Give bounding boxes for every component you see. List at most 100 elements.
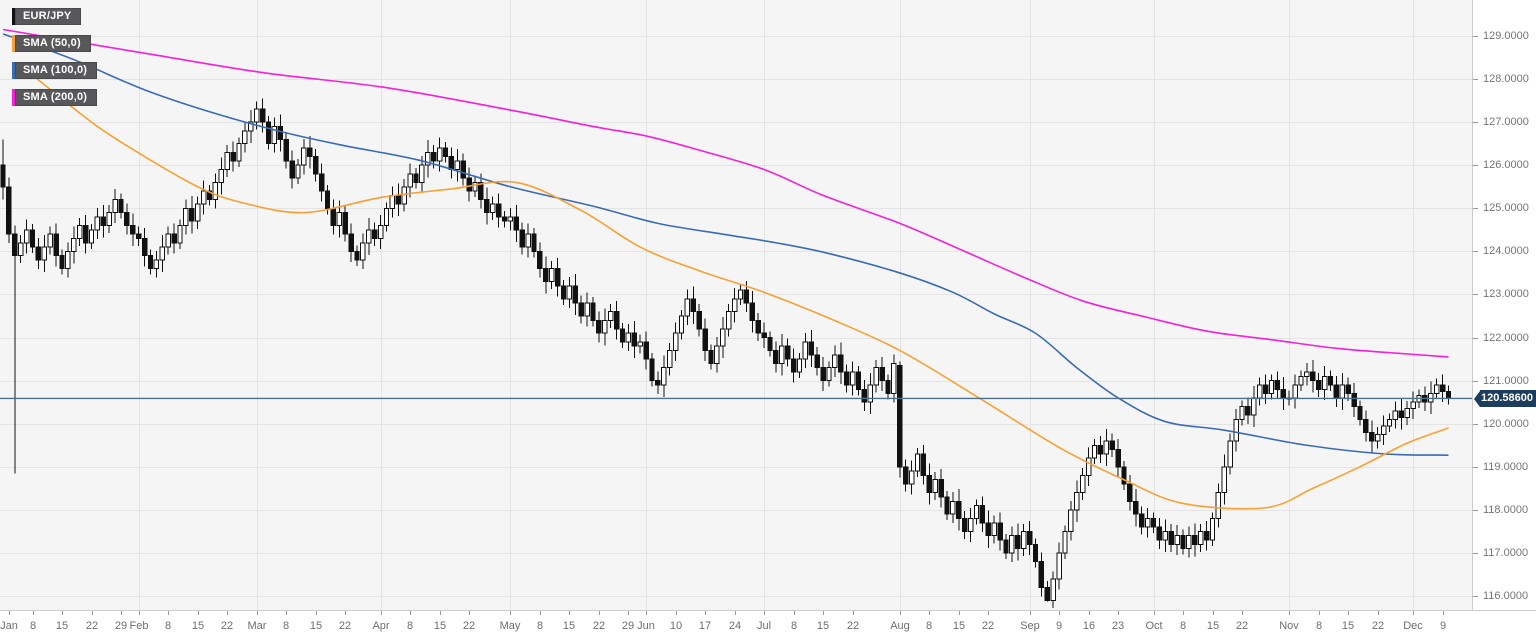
- candle: [1198, 523, 1204, 552]
- candle: [926, 463, 932, 505]
- x-axis-tick: [1118, 611, 1119, 615]
- candle: [271, 117, 278, 153]
- chart-canvas[interactable]: [0, 0, 1472, 610]
- x-axis-label: 15: [952, 620, 966, 632]
- candle: [844, 364, 850, 393]
- legend-item-sma50[interactable]: SMA (50,0): [12, 35, 97, 52]
- candle: [779, 334, 785, 376]
- candle: [377, 214, 384, 250]
- candle: [82, 214, 89, 254]
- legend-item-sma200[interactable]: SMA (200,0): [12, 89, 98, 106]
- candle: [277, 114, 284, 152]
- price-axis[interactable]: 120.58600 129.0000 128.0000 127.0000 126.00…: [1472, 0, 1536, 610]
- candle: [383, 202, 390, 232]
- candle-body-down: [985, 522, 991, 537]
- candle: [189, 196, 195, 234]
- x-axis-label: 22: [846, 620, 860, 632]
- candle: [360, 233, 366, 270]
- candle-body-up: [1021, 530, 1027, 550]
- candle-body-down: [820, 367, 826, 382]
- candle-body-up: [1062, 530, 1068, 554]
- candle-body-up: [1103, 440, 1109, 455]
- candle: [826, 361, 832, 387]
- candle: [29, 223, 36, 254]
- candle-body-up: [407, 173, 413, 188]
- candle: [425, 140, 431, 178]
- candle: [973, 499, 980, 525]
- candle-body-down: [1038, 561, 1045, 588]
- candle-body-up: [454, 160, 461, 171]
- y-axis-label: 125.0000: [1483, 202, 1529, 214]
- candle-body-up: [18, 242, 24, 257]
- candle-body-down: [460, 160, 466, 179]
- candle-body-up: [1215, 492, 1222, 520]
- candle: [1203, 520, 1210, 551]
- candle-body-up: [177, 225, 183, 244]
- candle-body-down: [844, 371, 850, 386]
- candle-body-down: [861, 388, 868, 403]
- candle-body-down: [289, 160, 295, 179]
- y-axis-label: 117.0000: [1483, 547, 1529, 559]
- candle-body-up: [507, 216, 514, 222]
- candle: [790, 348, 797, 383]
- last-price-value: 120.58600: [1480, 390, 1536, 407]
- plot-area[interactable]: [0, 0, 1472, 610]
- candle: [702, 318, 708, 362]
- candle: [672, 322, 679, 362]
- legend-item-symbol[interactable]: EUR/JPY: [12, 8, 97, 25]
- candle-body-down: [501, 216, 508, 222]
- candle-body-up: [1080, 474, 1086, 494]
- candle: [554, 258, 561, 297]
- candle: [195, 196, 201, 229]
- candle-body-down: [755, 319, 761, 334]
- candle-body-down: [442, 147, 449, 158]
- candle-body-down: [926, 474, 932, 494]
- last-price-badge: 120.58600: [1474, 390, 1536, 407]
- candle: [100, 204, 106, 238]
- candle: [454, 148, 461, 182]
- candle-body-down: [313, 156, 319, 175]
- y-axis-label: 126.0000: [1483, 159, 1529, 171]
- candle: [313, 149, 319, 182]
- candle: [1074, 480, 1080, 522]
- candle-body-up: [684, 298, 691, 317]
- candle: [124, 203, 130, 235]
- candle-body-up: [678, 315, 685, 334]
- candle: [501, 210, 508, 228]
- candle-body-up: [1233, 418, 1239, 442]
- x-axis-tick: [410, 611, 411, 615]
- candle-body-up: [1434, 384, 1440, 395]
- time-axis[interactable]: Jan 8 15 22 29 Feb 8 15 22 Mar 8 15 22 Apr 8 15 22 May 8 15…: [0, 610, 1536, 641]
- candle: [183, 199, 189, 235]
- candle-body-down: [814, 354, 820, 369]
- candle-body-down: [307, 147, 313, 158]
- legend-item-sma100[interactable]: SMA (100,0): [12, 62, 98, 79]
- candle: [1363, 410, 1369, 442]
- x-axis-label: Jan: [0, 620, 18, 632]
- candle-body-down: [572, 285, 578, 304]
- candle: [1357, 400, 1363, 426]
- x-axis-tick: [823, 611, 824, 615]
- candle-body-down: [1150, 518, 1157, 528]
- candle-body-down: [1203, 530, 1210, 541]
- candle-body-down: [484, 199, 490, 214]
- candle-body-up: [200, 190, 207, 205]
- candle-body-down: [855, 371, 862, 390]
- candle: [519, 222, 525, 255]
- candle: [242, 121, 248, 153]
- x-axis-label: 22: [338, 620, 352, 632]
- candle: [307, 135, 313, 169]
- x-axis-tick: [62, 611, 63, 615]
- candle-body-up: [183, 207, 189, 227]
- candle: [950, 492, 956, 524]
- candle-body-up: [1392, 410, 1399, 420]
- candle-body-down: [767, 337, 773, 351]
- x-axis-tick: [1213, 611, 1214, 615]
- candle-body-up: [1091, 444, 1098, 459]
- candle-body-up: [891, 362, 897, 395]
- candle: [1091, 439, 1098, 465]
- sma50-color-bar: [12, 35, 15, 52]
- candle: [962, 510, 968, 539]
- candle-body-up: [106, 212, 112, 227]
- candle-body-down: [1262, 384, 1269, 395]
